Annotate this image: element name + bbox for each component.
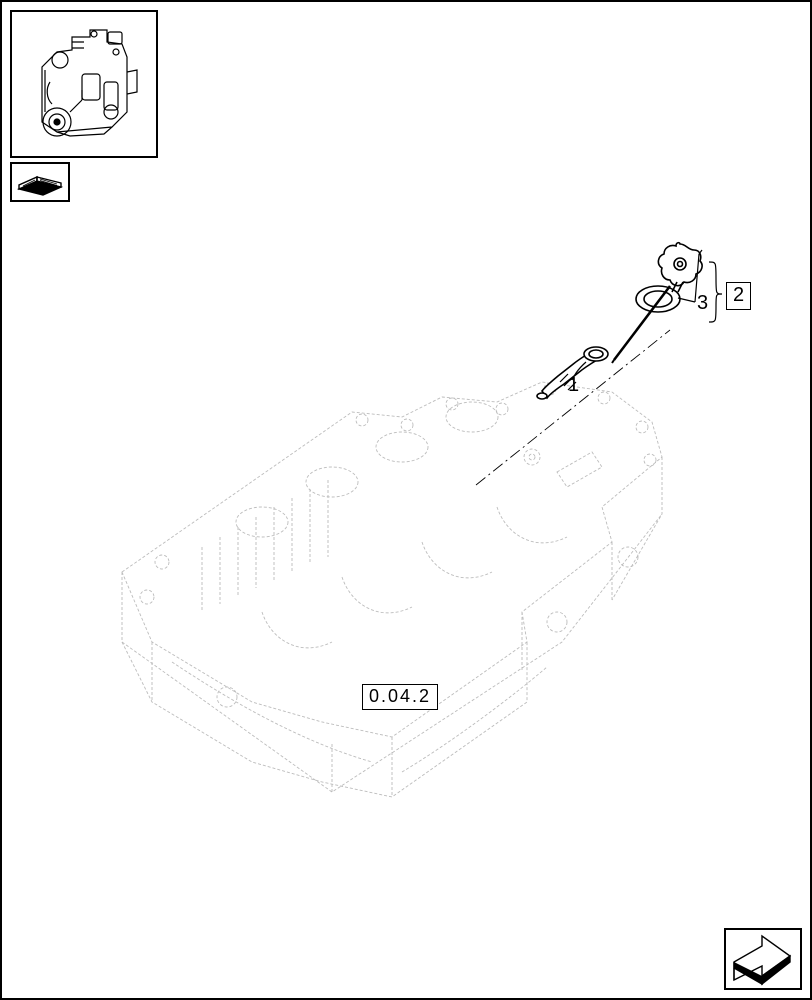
part-dipstick-assembly	[612, 243, 702, 363]
engine-thumbnail-icon	[12, 12, 156, 156]
assembly-axis	[476, 330, 670, 485]
leader-lines	[407, 250, 722, 692]
page-frame: 1 3 2 0.04.2	[0, 0, 812, 1000]
callout-3: 3	[697, 292, 708, 315]
next-page-icon-frame[interactable]	[724, 928, 802, 990]
manual-icon-frame	[10, 162, 70, 202]
engine-thumbnail-frame	[10, 10, 158, 158]
callout-1: 1	[568, 374, 579, 397]
ref-0-04-2-box: 0.04.2	[362, 684, 438, 710]
arrow-3d-icon	[728, 932, 798, 986]
book-icon	[15, 167, 65, 197]
phantom-crankcase	[122, 382, 662, 797]
callout-2-box: 2	[726, 282, 751, 310]
